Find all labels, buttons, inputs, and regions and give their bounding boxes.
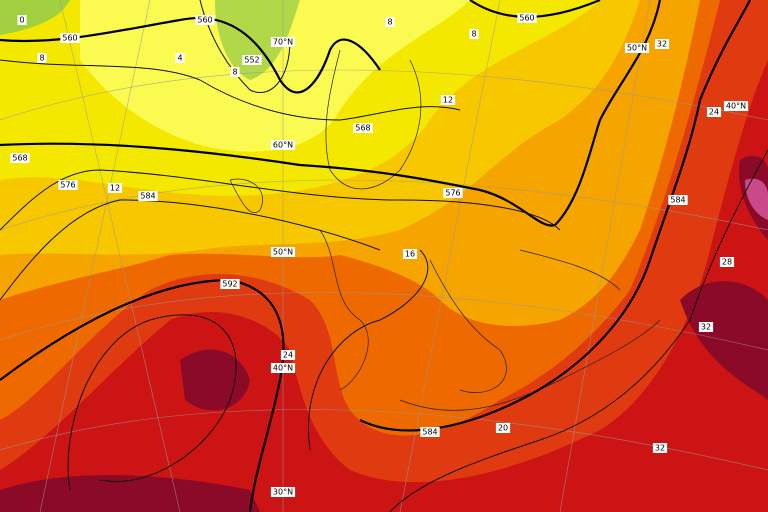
field-region [80, 0, 470, 152]
latitude-label: 60°N [273, 141, 293, 150]
label-box [723, 101, 749, 111]
latitude-label: 40°N [273, 364, 293, 373]
label-box [420, 427, 440, 437]
label-box [654, 39, 670, 49]
label-box [175, 53, 185, 63]
field-region [0, 155, 768, 512]
label-box [37, 53, 47, 63]
label-box [402, 249, 418, 259]
label-box [270, 487, 296, 497]
contour-label: 552 [244, 56, 259, 65]
latitude-label: 40°N [726, 102, 746, 111]
contour-label: 8 [471, 30, 476, 39]
label-box [58, 180, 78, 190]
latitude-label: 50°N [273, 248, 293, 257]
label-box [60, 33, 80, 43]
contour-label: 584 [670, 196, 685, 205]
label-box [698, 322, 714, 332]
contour-label: 576 [445, 189, 460, 198]
label-box [517, 13, 537, 23]
label-box [270, 363, 296, 373]
field-region [745, 178, 768, 220]
contour-label: 32 [655, 444, 665, 453]
contour-label: 24 [709, 108, 719, 117]
contour-label: 28 [722, 258, 732, 267]
label-box [220, 279, 240, 289]
contour-label: 24 [283, 351, 293, 360]
contour-label: 568 [12, 154, 27, 163]
contour-label: 0 [19, 16, 24, 25]
contour-label: 16 [405, 250, 415, 259]
label-box [652, 443, 668, 453]
label-box [668, 195, 688, 205]
coastlines [229, 49, 661, 411]
contour-label: 12 [443, 96, 453, 105]
label-box [270, 247, 296, 257]
label-box [10, 153, 30, 163]
label-box [17, 15, 27, 25]
latitude-label: 30°N [273, 488, 293, 497]
label-box [270, 37, 296, 47]
contour-label: 4 [177, 54, 182, 63]
labels: 70°N 60°N 50°N 50°N 40°N 40°N 30°N 560 8 0 560 4 8 55… [10, 13, 749, 497]
label-box [440, 95, 456, 105]
contour-label: 8 [387, 18, 392, 27]
contour-label: 20 [498, 424, 508, 433]
contour-label: 568 [355, 124, 370, 133]
contour-label: 32 [657, 40, 667, 49]
label-box [107, 183, 123, 193]
label-box [495, 423, 511, 433]
contour-label: 32 [701, 323, 711, 332]
label-box [195, 15, 215, 25]
contour-label: 584 [422, 428, 437, 437]
contour-label: 592 [222, 280, 237, 289]
label-box [270, 140, 296, 150]
contour-label: 560 [519, 14, 534, 23]
label-box [138, 191, 158, 201]
latitude-label: 70°N [273, 38, 293, 47]
label-box [706, 107, 722, 117]
label-box [443, 188, 463, 198]
label-box [469, 29, 479, 39]
contour-label: 12 [110, 184, 120, 193]
field-region [0, 0, 70, 35]
field-region [215, 0, 300, 80]
contour-label: 560 [197, 16, 212, 25]
latitude-label: 50°N [627, 44, 647, 53]
contour-label: 576 [60, 181, 75, 190]
contour-label: 8 [39, 54, 44, 63]
label-box [353, 123, 373, 133]
label-box [385, 17, 395, 27]
contour-label: 560 [62, 34, 77, 43]
label-box [230, 67, 240, 77]
label-box [719, 257, 735, 267]
label-box [280, 350, 296, 360]
label-box [624, 43, 650, 53]
contour-label: 8 [232, 68, 237, 77]
label-box [242, 55, 262, 65]
contour-label: 584 [140, 192, 155, 201]
